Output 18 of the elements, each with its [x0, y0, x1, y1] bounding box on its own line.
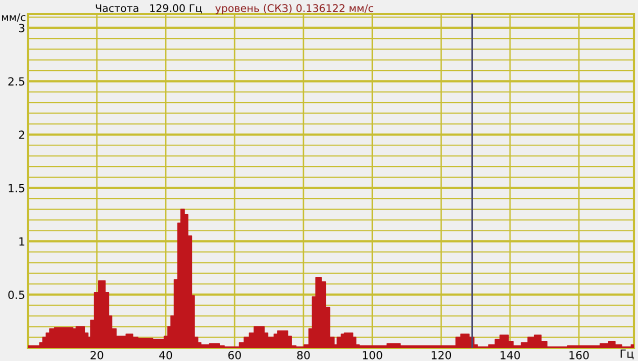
y-tick-label: 0.5 — [8, 290, 24, 300]
x-axis-title: Гц — [620, 350, 634, 360]
chart-title: Частота 129.00 Гц — [96, 4, 202, 14]
x-tick-label: 80 — [297, 350, 310, 360]
y-axis-title: мм/с — [2, 13, 26, 22]
y-tick-label: 2 — [18, 130, 24, 139]
x-tick-label: 160 — [570, 350, 589, 360]
chart-subtitle: уровень (СКЗ) 0.136122 мм/с — [215, 4, 374, 14]
y-tick-label: 1 — [19, 237, 24, 246]
x-tick-label: 40 — [159, 350, 172, 360]
x-tick-label: 100 — [362, 350, 382, 360]
y-tick-label: 2.5 — [8, 77, 24, 86]
y-tick-label: 1.5 — [8, 184, 24, 192]
x-tick-label: 120 — [432, 350, 452, 360]
x-tick-label: 60 — [228, 350, 241, 360]
y-tick-label: 3 — [19, 24, 24, 32]
x-tick-label: 20 — [90, 350, 104, 360]
x-tick-label: 140 — [500, 350, 520, 360]
